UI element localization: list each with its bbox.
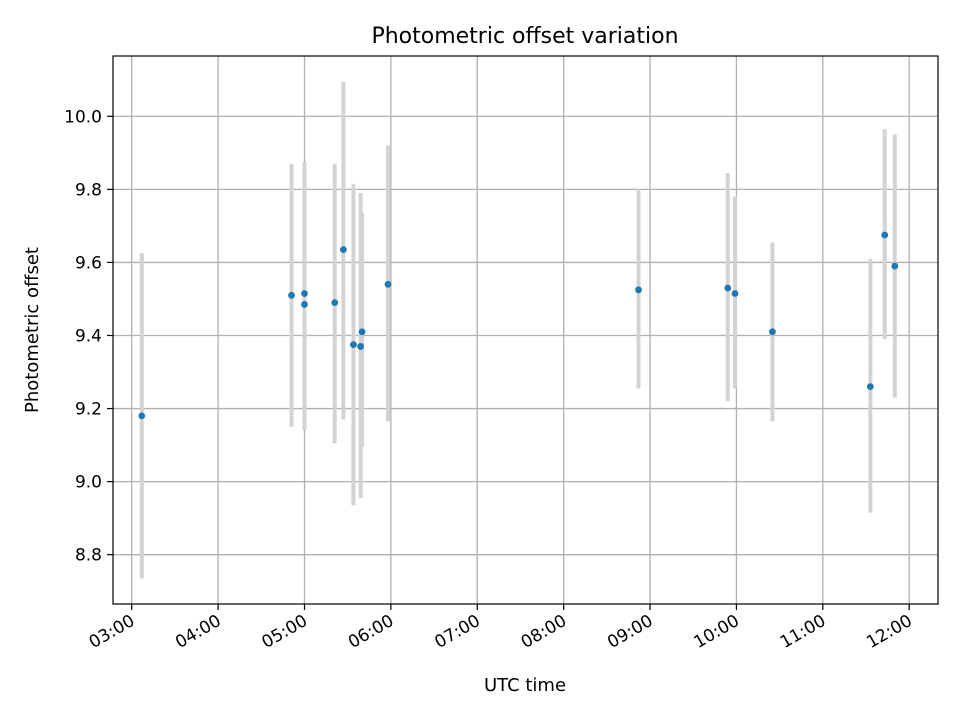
data-point (866, 383, 874, 391)
data-point (138, 412, 146, 420)
data-point (301, 290, 308, 297)
data-point (331, 299, 339, 306)
y-tick-label: 9.8 (75, 180, 102, 200)
data-point (288, 291, 295, 299)
y-tick-label: 9.6 (75, 253, 102, 273)
data-point (384, 280, 392, 288)
data-point (350, 341, 357, 349)
plot-frame (112, 55, 939, 605)
y-tick-label: 9.4 (75, 326, 102, 346)
data-point (339, 246, 347, 254)
data-point (301, 301, 308, 308)
grid (113, 56, 938, 604)
y-tick-label: 8.8 (75, 546, 102, 566)
data-point (731, 290, 739, 297)
data-point (891, 262, 899, 270)
data-point (724, 284, 732, 292)
data-points (138, 231, 899, 420)
data-point (769, 328, 776, 336)
x-axis-label: UTC time (484, 675, 566, 696)
chart-title: Photometric offset variation (371, 24, 678, 49)
y-axis-label: Photometric offset (22, 247, 43, 413)
data-point (358, 328, 366, 336)
y-tick-label: 9.2 (75, 400, 102, 420)
data-point (635, 286, 642, 294)
y-tick-label: 10.0 (64, 107, 102, 127)
y-tick-label: 9.0 (75, 473, 102, 493)
data-point (881, 231, 889, 239)
data-point (357, 343, 365, 350)
